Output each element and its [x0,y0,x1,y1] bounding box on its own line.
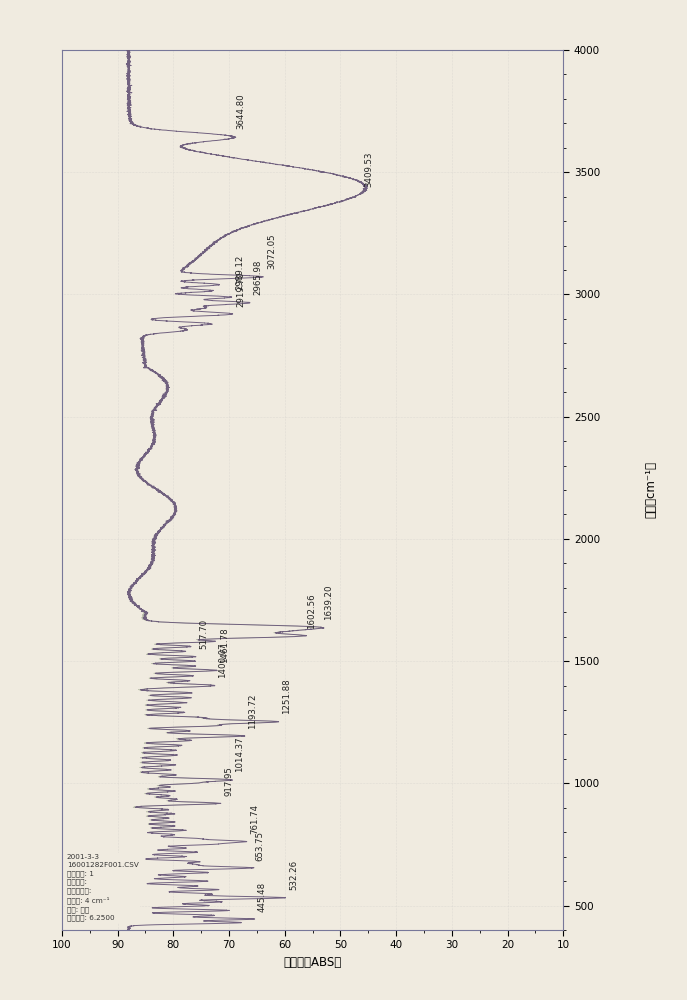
Text: 761.74: 761.74 [251,804,260,834]
Text: 1193.72: 1193.72 [248,693,257,729]
Text: 2001-3-3
16001282F001.CSV
样品名称: 1
样品描述: 
操作员标识: 
分辨率: 4 cm⁻¹
扣除: 增益
动态范围: 6.2500: 2001-3-3 16001282F001.CSV 样品名称: 1 样品描述: … [67,854,139,921]
Text: 2919.70: 2919.70 [236,271,245,307]
Text: 3409.53: 3409.53 [364,152,373,187]
Text: 517.70: 517.70 [200,619,209,649]
Text: 917.95: 917.95 [225,766,234,796]
Text: 1014.37: 1014.37 [236,737,245,772]
Text: 653.75: 653.75 [256,831,264,861]
Text: 2989.12: 2989.12 [236,254,245,290]
Text: 1602.56: 1602.56 [306,593,315,629]
Text: 532.26: 532.26 [289,860,298,890]
Text: 3644.80: 3644.80 [236,94,245,129]
Text: 1461.78: 1461.78 [220,627,229,663]
Text: 1400.07: 1400.07 [218,643,227,678]
X-axis label: 透光率（ABS）: 透光率（ABS） [284,956,341,969]
Text: 445.48: 445.48 [257,881,266,912]
Text: 3072.05: 3072.05 [267,234,276,269]
Text: 1639.20: 1639.20 [324,584,333,620]
Text: 1251.88: 1251.88 [282,679,291,714]
Text: 2965.98: 2965.98 [254,260,263,295]
Y-axis label: 波数（cm⁻¹）: 波数（cm⁻¹） [644,462,657,518]
